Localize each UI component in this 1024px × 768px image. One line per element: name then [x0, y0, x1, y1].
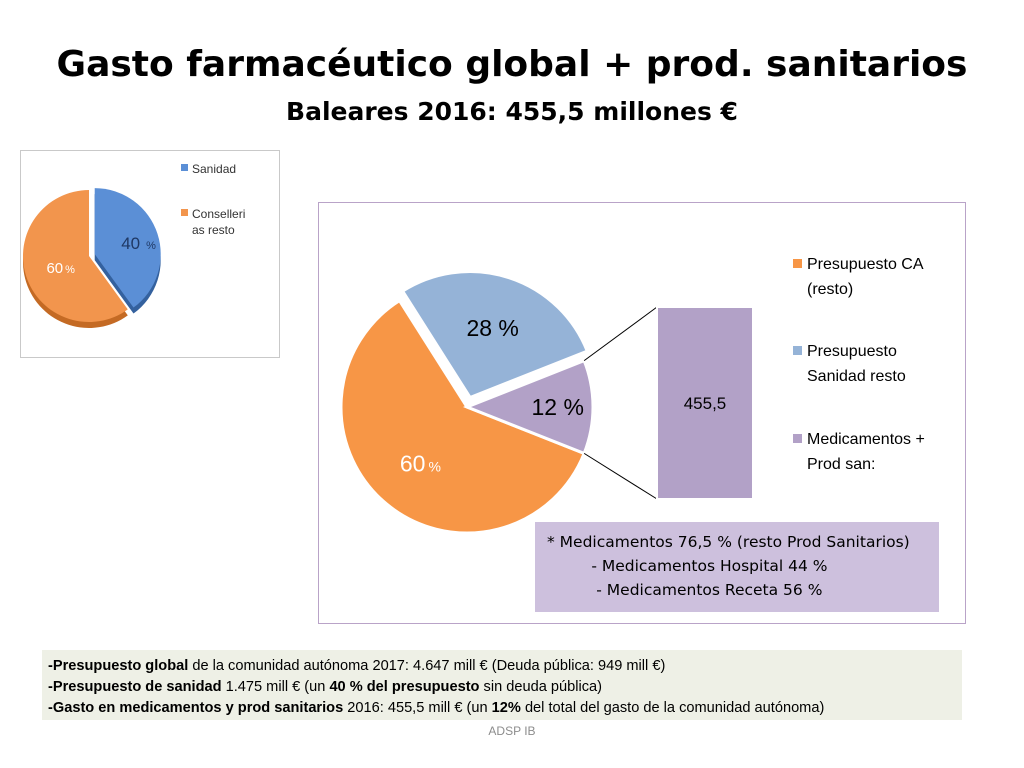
- big-slice-value-1: 60: [400, 450, 426, 476]
- big-legend-label-1-2: (resto): [807, 281, 853, 298]
- small-legend-swatch-1: [181, 164, 188, 171]
- big-legend-label-1-1: Presupuesto CA: [807, 256, 924, 273]
- big-slice-group-2: 28 %: [400, 270, 590, 400]
- breakout-bar-label: 455,5: [684, 394, 727, 413]
- small-slice-value-2: 60: [46, 260, 63, 277]
- small-slice-unit-1: %: [146, 240, 156, 252]
- small-slice-1: [94, 188, 161, 308]
- small-slice-group-2: 60%: [22, 190, 128, 328]
- small-legend-label-1-1: Sanidad: [192, 162, 236, 176]
- big-slice-1: [339, 298, 587, 535]
- big-slice-value-2: 28 %: [466, 315, 518, 341]
- big-legend-label-3-2: Prod san:: [807, 456, 875, 473]
- big-legend-label-3-1: Medicamentos +: [807, 431, 925, 448]
- note-line-3: - Medicamentos Receta 56 %: [547, 581, 823, 599]
- footer-summary: -Presupuesto global de la comunidad autó…: [42, 650, 962, 720]
- big-legend-label-2-2: Sanidad resto: [807, 368, 906, 385]
- slide-subtitle: Baleares 2016: 455,5 millones €: [286, 97, 738, 126]
- small-slice-label-2: 60%: [46, 260, 75, 277]
- small-slice-unit-2: %: [65, 264, 75, 276]
- small-legend-label-2-2: as resto: [192, 223, 235, 237]
- small-slice-2: [22, 190, 128, 322]
- breakout-line-top: [583, 306, 658, 362]
- big-slice-label-2: 28 %: [466, 315, 518, 341]
- big-slice-label-3: 12 %: [532, 394, 584, 420]
- big-legend-swatch-2: [793, 346, 802, 355]
- footer-line-2: -Presupuesto de sanidad 1.475 mill € (un…: [48, 679, 602, 695]
- small-pie-chart: 40% 60% Sanidad Conselleri as resto: [20, 150, 280, 358]
- big-slice-2: [400, 270, 590, 400]
- slide-title: Gasto farmacéutico global + prod. sanita…: [56, 44, 968, 85]
- big-pie-svg: 60 % 28 % 12 % 455,5 Presupuesto CA (resto) Pre…: [339, 256, 925, 535]
- big-legend-swatch-3: [793, 434, 802, 443]
- big-slice-group-3: 12 %: [462, 358, 595, 456]
- small-legend-label-2-1: Conselleri: [192, 207, 245, 221]
- small-legend-swatch-2: [181, 209, 188, 216]
- big-slice-3: [462, 358, 595, 456]
- note-line-2: - Medicamentos Hospital 44 %: [547, 557, 828, 575]
- big-legend-label-2-1: Presupuesto: [807, 343, 897, 360]
- breakout-line-bottom: [583, 452, 658, 500]
- note-line-1: * Medicamentos 76,5 % (resto Prod Sanita…: [547, 533, 910, 551]
- big-slice-unit-1: %: [428, 458, 440, 474]
- medicamentos-note: * Medicamentos 76,5 % (resto Prod Sanita…: [535, 522, 939, 612]
- credit-text: ADSP IB: [488, 724, 536, 738]
- big-slice-value-3: 12 %: [532, 394, 584, 420]
- big-slice-group-1: 60%: [339, 298, 587, 535]
- footer-line-3: -Gasto en medicamentos y prod sanitarios…: [48, 700, 825, 716]
- big-slice-label-1: 60%: [400, 450, 441, 476]
- small-slice-value-1: 40: [121, 234, 140, 253]
- big-legend-swatch-1: [793, 259, 802, 268]
- small-slice-group-1: 40%: [94, 188, 161, 314]
- breakout-bar: [656, 306, 754, 500]
- footer-line-1: -Presupuesto global de la comunidad autó…: [48, 658, 666, 674]
- small-slice-label-1: 40%: [121, 234, 156, 253]
